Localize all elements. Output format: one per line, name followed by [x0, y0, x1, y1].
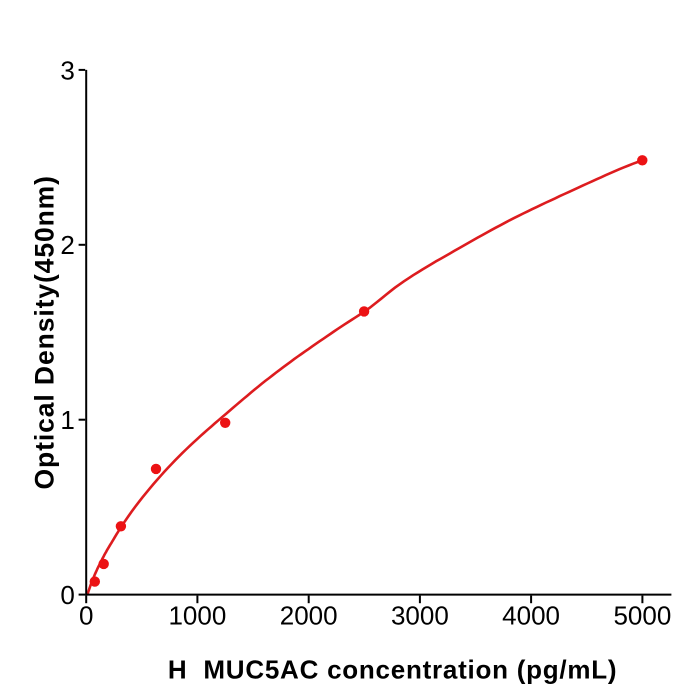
svg-text:0: 0: [79, 600, 93, 630]
svg-text:3000: 3000: [391, 600, 449, 630]
svg-text:2000: 2000: [280, 600, 338, 630]
svg-text:5000: 5000: [613, 600, 671, 630]
svg-text:2: 2: [60, 230, 74, 260]
svg-text:H MUC5AC concentration (pg/mL: H MUC5AC concentration (pg/mL): [168, 654, 617, 684]
svg-text:4000: 4000: [502, 600, 560, 630]
svg-text:0: 0: [60, 580, 74, 610]
svg-text:1: 1: [60, 405, 74, 435]
svg-text:3: 3: [60, 55, 74, 85]
svg-text:Optical Density(450nm): Optical Density(450nm): [30, 175, 60, 489]
svg-text:1000: 1000: [168, 600, 226, 630]
